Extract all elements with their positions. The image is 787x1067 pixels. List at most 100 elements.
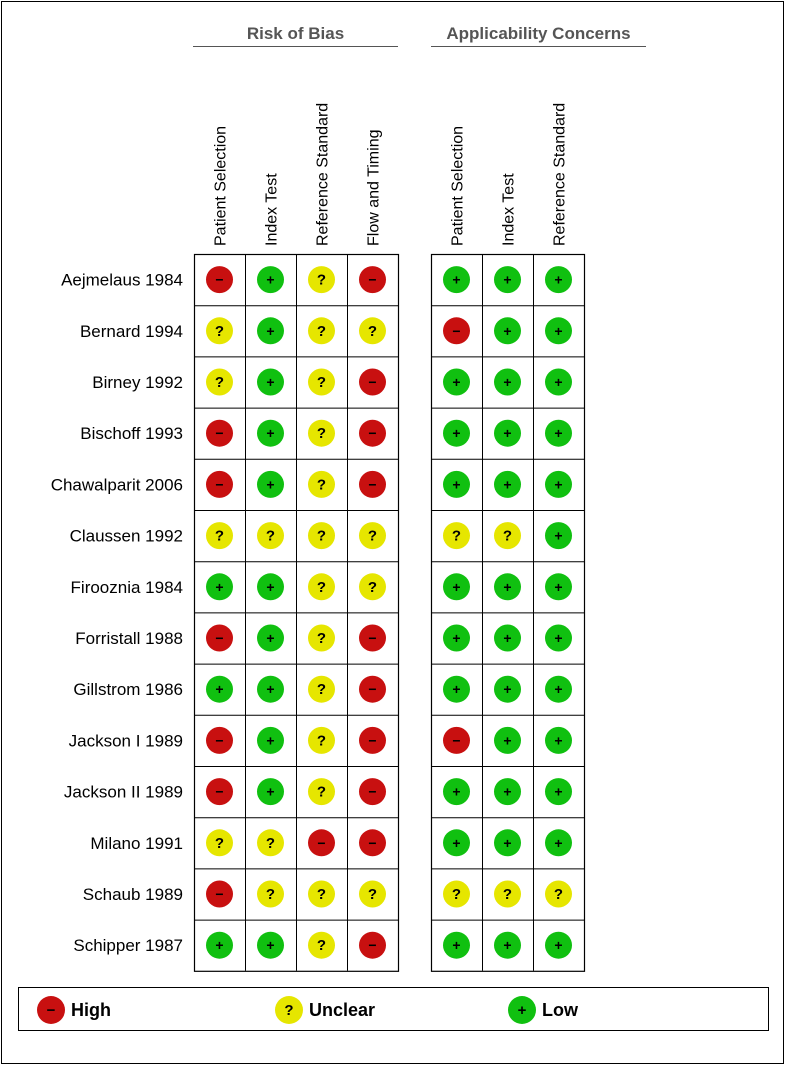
judgement-circle bbox=[494, 470, 521, 498]
judgement-low-icon: + bbox=[545, 829, 572, 857]
judgement-symbol: + bbox=[554, 835, 562, 851]
judgement-high-icon: − bbox=[359, 726, 386, 754]
judgement-circle bbox=[257, 726, 284, 754]
judgement-symbol: − bbox=[317, 835, 325, 851]
judgement-low-icon: + bbox=[257, 266, 284, 294]
column-header-1-2: Reference Standard bbox=[552, 103, 569, 246]
judgement-symbol: + bbox=[452, 579, 460, 595]
column-header-0-2: Reference Standard bbox=[315, 103, 332, 246]
judgement-low-icon: + bbox=[443, 573, 470, 601]
judgement-high-icon: − bbox=[359, 829, 386, 857]
judgement-circle bbox=[443, 624, 470, 652]
judgement-circle bbox=[206, 829, 233, 857]
judgement-symbol: + bbox=[266, 630, 274, 646]
judgement-circle bbox=[206, 368, 233, 396]
judgement-symbol: ? bbox=[503, 528, 512, 545]
judgement-low-icon: + bbox=[494, 624, 521, 652]
judgement-symbol: − bbox=[215, 630, 223, 646]
judgement-high-icon: − bbox=[359, 368, 386, 396]
judgement-symbol: + bbox=[452, 681, 460, 697]
judgement-unclear-icon: ? bbox=[257, 829, 284, 857]
judgement-symbol: − bbox=[368, 476, 376, 492]
judgement-circle bbox=[308, 880, 335, 908]
judgement-low-icon: + bbox=[494, 266, 521, 294]
judgement-symbol: − bbox=[368, 272, 376, 288]
judgement-symbol: − bbox=[368, 425, 376, 441]
judgement-high-icon: − bbox=[308, 829, 335, 857]
judgement-circle bbox=[494, 573, 521, 601]
judgement-symbol: + bbox=[503, 784, 511, 800]
judgement-low-icon: + bbox=[545, 419, 572, 447]
judgement-circle bbox=[494, 522, 521, 550]
judgement-circle bbox=[257, 624, 284, 652]
judgement-circle bbox=[359, 573, 386, 601]
judgement-circle bbox=[545, 726, 572, 754]
judgement-symbol: ? bbox=[317, 937, 326, 954]
judgement-symbol: + bbox=[452, 374, 460, 390]
judgement-high-icon: − bbox=[359, 675, 386, 703]
judgement-circle bbox=[308, 778, 335, 806]
judgement-low-icon: + bbox=[545, 470, 572, 498]
judgement-high-icon: − bbox=[443, 317, 470, 345]
risk-of-bias-chart: Patient Selection Index Test Reference Sta… bbox=[51, 103, 586, 972]
judgement-low-icon: + bbox=[545, 624, 572, 652]
judgement-low-icon: + bbox=[545, 778, 572, 806]
judgement-symbol: ? bbox=[317, 630, 326, 647]
judgement-symbol: − bbox=[368, 784, 376, 800]
judgement-low-icon: + bbox=[257, 573, 284, 601]
judgement-circle bbox=[206, 470, 233, 498]
judgement-unclear-icon: ? bbox=[308, 522, 335, 550]
judgement-unclear-icon: ? bbox=[443, 522, 470, 550]
judgement-unclear-icon: ? bbox=[206, 317, 233, 345]
judgement-symbol: + bbox=[503, 579, 511, 595]
judgement-low-icon: + bbox=[257, 778, 284, 806]
judgement-high-icon: − bbox=[443, 726, 470, 754]
judgement-circle bbox=[308, 726, 335, 754]
judgement-low-icon: + bbox=[257, 931, 284, 959]
low-risk-icon: + bbox=[508, 996, 536, 1024]
judgement-low-icon: + bbox=[443, 419, 470, 447]
judgement-circle bbox=[359, 931, 386, 959]
judgement-low-icon: + bbox=[545, 573, 572, 601]
judgement-unclear-icon: ? bbox=[359, 573, 386, 601]
judgement-symbol: + bbox=[554, 937, 562, 953]
judgement-low-icon: + bbox=[206, 675, 233, 703]
judgement-symbol: ? bbox=[554, 886, 563, 903]
judgement-symbol: + bbox=[452, 937, 460, 953]
judgement-symbol: ? bbox=[317, 528, 326, 545]
judgement-circle bbox=[308, 368, 335, 396]
study-label: Jackson II 1989 bbox=[64, 783, 183, 802]
judgement-circle bbox=[308, 675, 335, 703]
judgement-symbol: + bbox=[452, 272, 460, 288]
judgement-symbol: − bbox=[215, 425, 223, 441]
judgement-symbol: ? bbox=[452, 886, 461, 903]
judgement-circle bbox=[257, 522, 284, 550]
study-label: Birney 1992 bbox=[92, 373, 183, 392]
judgement-circle bbox=[443, 880, 470, 908]
judgement-unclear-icon: ? bbox=[308, 266, 335, 294]
study-label: Bernard 1994 bbox=[80, 322, 183, 341]
judgement-symbol: ? bbox=[215, 528, 224, 545]
judgement-high-icon: − bbox=[206, 726, 233, 754]
judgement-symbol: ? bbox=[368, 528, 377, 545]
judgement-low-icon: + bbox=[494, 317, 521, 345]
judgement-low-icon: + bbox=[443, 829, 470, 857]
judgement-circle bbox=[257, 880, 284, 908]
judgement-circle bbox=[545, 675, 572, 703]
judgement-symbol: − bbox=[368, 681, 376, 697]
judgement-circle bbox=[494, 931, 521, 959]
judgement-low-icon: + bbox=[443, 368, 470, 396]
judgement-symbol: + bbox=[452, 425, 460, 441]
judgement-low-icon: + bbox=[257, 726, 284, 754]
judgement-low-icon: + bbox=[494, 470, 521, 498]
judgement-symbol: + bbox=[554, 476, 562, 492]
judgement-circle bbox=[308, 470, 335, 498]
judgement-circle bbox=[257, 675, 284, 703]
judgement-unclear-icon: ? bbox=[359, 317, 386, 345]
judgement-symbol: + bbox=[452, 630, 460, 646]
judgement-symbol: + bbox=[554, 425, 562, 441]
judgement-low-icon: + bbox=[206, 573, 233, 601]
judgement-unclear-icon: ? bbox=[308, 726, 335, 754]
judgement-unclear-icon: ? bbox=[494, 880, 521, 908]
judgement-low-icon: + bbox=[257, 675, 284, 703]
